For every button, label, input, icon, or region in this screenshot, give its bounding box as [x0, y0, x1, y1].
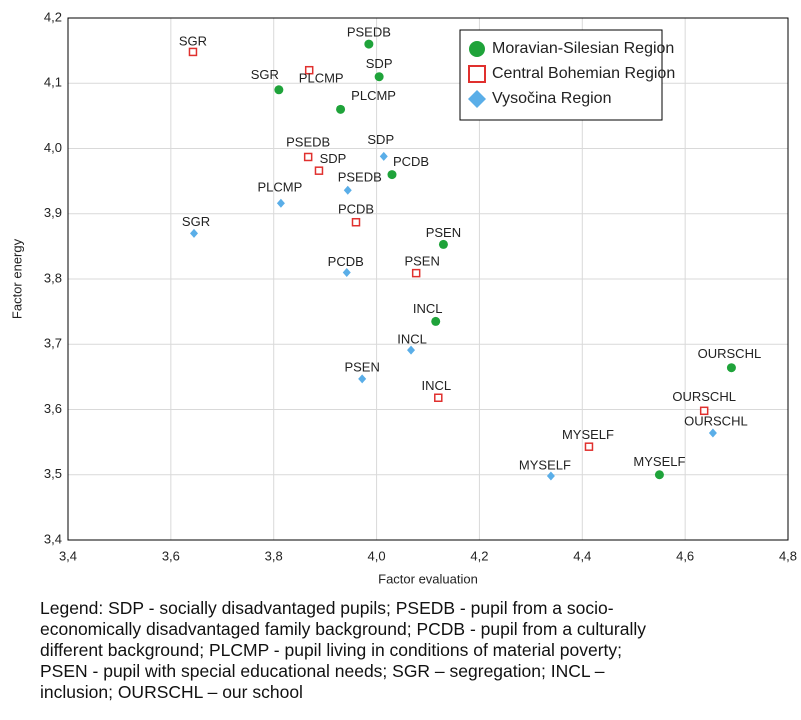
point-label: PLCMP [351, 88, 396, 103]
point [342, 267, 351, 277]
point [411, 268, 421, 278]
x-tick-label: 3,6 [162, 548, 180, 563]
point [190, 228, 198, 238]
caption: Legend: SDP - socially disadvantaged pup… [40, 598, 646, 703]
point-label: OURSCHL [698, 346, 762, 361]
x-tick-label: 3,8 [265, 548, 283, 563]
point-label: PCDB [328, 254, 364, 269]
y-tick-label: 3,5 [44, 466, 62, 481]
caption-line: economically disadvantaged family backgr… [40, 619, 646, 639]
point-label: PCDB [393, 154, 429, 169]
legend-marker [468, 90, 486, 108]
point-label: PSEN [404, 254, 439, 269]
y-tick-label: 3,6 [44, 401, 62, 416]
point [654, 470, 664, 480]
point [188, 47, 198, 57]
point [364, 39, 374, 49]
caption-line: inclusion; OURSCHL – our school [40, 682, 303, 702]
y-tick-label: 4,1 [44, 75, 62, 90]
point [431, 316, 441, 326]
point-label: PSEN [426, 225, 461, 240]
point-label: SGR [179, 33, 207, 48]
y-tick-label: 4,2 [44, 9, 62, 24]
point [726, 363, 736, 373]
y-tick-label: 3,9 [44, 205, 62, 220]
point-label: SDP [367, 132, 394, 147]
point [274, 85, 284, 95]
point-label: SDP [366, 56, 393, 71]
point [276, 198, 285, 208]
point [434, 393, 443, 403]
y-tick-label: 3,4 [44, 531, 62, 546]
legend-label: Central Bohemian Region [492, 65, 675, 82]
point-label: PSEDB [347, 25, 391, 40]
x-tick-label: 4,6 [676, 548, 694, 563]
caption-line: different background; PLCMP - pupil livi… [40, 640, 623, 660]
point [699, 406, 709, 416]
point-label: PSEDB [338, 170, 382, 185]
x-tick-label: 4,4 [573, 548, 591, 563]
caption-line: PSEN - pupil with special educational ne… [40, 661, 605, 681]
point-label: PSEN [344, 359, 379, 374]
point [708, 428, 717, 438]
point-label: PLCMP [299, 71, 344, 86]
point-label: INCL [413, 301, 443, 316]
y-tick-label: 4,0 [44, 140, 62, 155]
point [358, 374, 367, 384]
point-label: INCL [421, 378, 451, 393]
point [336, 104, 346, 114]
x-tick-label: 4,0 [368, 548, 386, 563]
point-label: PSEDB [286, 134, 330, 149]
point [314, 166, 324, 175]
legend-box [459, 29, 663, 121]
point [304, 65, 314, 75]
legend-label: Vysočina Region [492, 90, 611, 107]
point [379, 151, 388, 161]
point-label: MYSELF [519, 457, 571, 472]
point-label: SGR [251, 67, 279, 82]
point-label: MYSELF [562, 427, 614, 442]
point [351, 217, 361, 227]
point-label: MYSELF [633, 454, 685, 469]
plot-frame [67, 17, 789, 541]
x-tick-label: 4,2 [470, 548, 488, 563]
point [374, 72, 384, 82]
point [387, 170, 397, 180]
point-label: INCL [397, 332, 427, 347]
point-label: PLCMP [258, 180, 303, 195]
point [584, 442, 594, 451]
y-tick-label: 3,7 [44, 336, 62, 351]
x-tick-label: 3,4 [59, 548, 77, 563]
point-label: SGR [182, 214, 210, 229]
legend-label: Moravian-Silesian Region [492, 40, 674, 57]
point [303, 152, 313, 162]
point [343, 185, 352, 195]
point [407, 345, 416, 355]
caption-line: Legend: SDP - socially disadvantaged pup… [40, 598, 614, 618]
legend-marker [468, 65, 486, 83]
point-label: PCDB [338, 202, 374, 217]
point-label: OURSCHL [684, 413, 748, 428]
point [546, 471, 555, 481]
x-tick-label: 4,8 [779, 548, 797, 563]
point-label: OURSCHL [672, 389, 736, 404]
legend-marker [469, 41, 485, 57]
point-label: SDP [320, 151, 347, 166]
x-axis-title: Factor evaluation [378, 571, 478, 586]
point [438, 239, 448, 249]
y-axis-title: Factor energy [9, 238, 24, 319]
chart: Factor evaluation Factor energy 3,4 3,6 3,… [9, 9, 797, 586]
y-tick-label: 3,8 [44, 270, 62, 285]
